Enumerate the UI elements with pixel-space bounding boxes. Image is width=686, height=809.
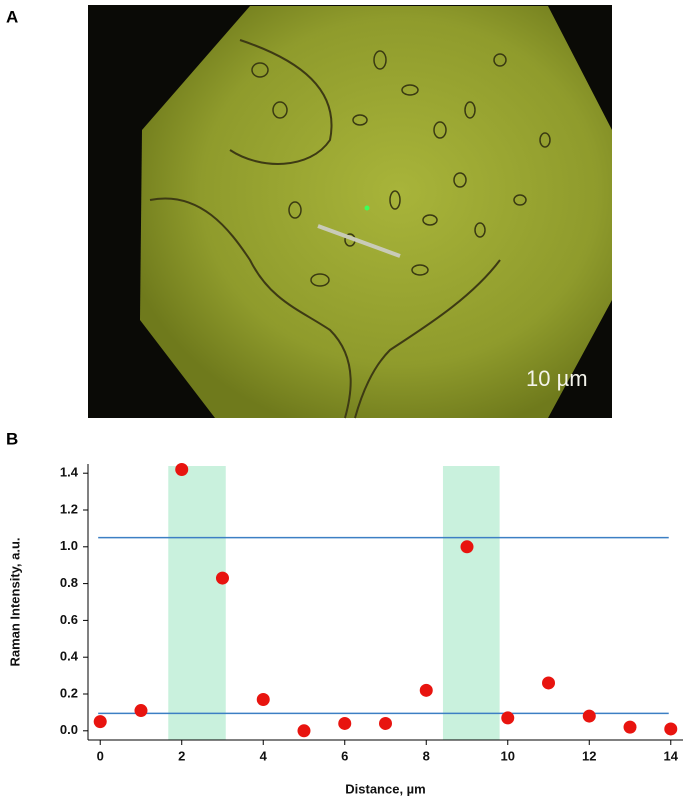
- x-tick-label: 10: [501, 748, 515, 763]
- field-of-view: [140, 6, 612, 418]
- x-axis-title: Distance, µm: [345, 781, 425, 796]
- domain-edge: [229, 39, 333, 165]
- data-point: [419, 683, 433, 697]
- scale-label: 10 µm: [526, 366, 588, 391]
- x-tick-label: 14: [664, 748, 679, 763]
- data-point: [664, 722, 678, 736]
- micrograph: 10 µm: [88, 5, 612, 419]
- y-tick-label: 0.2: [60, 685, 78, 700]
- data-point: [379, 716, 392, 730]
- y-tick-label: 1.2: [60, 501, 78, 516]
- highlight-band: [442, 466, 500, 740]
- y-tick-label: 0.8: [60, 575, 78, 590]
- x-tick-label: 12: [582, 748, 596, 763]
- panel-label: A: [6, 7, 18, 26]
- y-tick-label: 0.0: [60, 722, 78, 737]
- highlight-band: [168, 466, 226, 740]
- data-point: [215, 571, 229, 585]
- y-tick-label: 0.4: [60, 649, 79, 664]
- panel-label: B: [6, 429, 18, 448]
- x-tick-label: 2: [178, 748, 185, 763]
- data-point: [93, 715, 107, 729]
- data-point: [297, 724, 311, 738]
- data-point: [338, 716, 352, 730]
- x-tick-label: 8: [423, 748, 430, 763]
- data-point: [542, 676, 556, 690]
- data-point: [623, 720, 637, 734]
- data-point: [175, 463, 189, 477]
- y-tick-label: 1.0: [60, 538, 78, 553]
- x-tick-label: 0: [97, 748, 104, 763]
- y-tick-label: 0.6: [60, 612, 78, 627]
- y-axis-title: Raman Intensity, a.u.: [7, 537, 22, 666]
- scan-line: [317, 224, 401, 258]
- y-tick-label: 1.4: [60, 465, 79, 480]
- domain-edge: [149, 197, 352, 419]
- data-point: [256, 693, 270, 707]
- data-point: [582, 709, 596, 723]
- laser-spot: [364, 205, 370, 211]
- plot: 0.0 0.2 0.4 0.6 0.8 1.0 1.2 1.4 0 2 4 6 8 10 12 14 Dista…: [7, 463, 683, 796]
- data-point: [134, 704, 148, 718]
- x-tick-label: 6: [341, 748, 348, 763]
- data-point: [501, 711, 515, 725]
- data-point: [460, 540, 474, 554]
- domain-edge: [354, 259, 501, 419]
- x-tick-label: 4: [260, 748, 268, 763]
